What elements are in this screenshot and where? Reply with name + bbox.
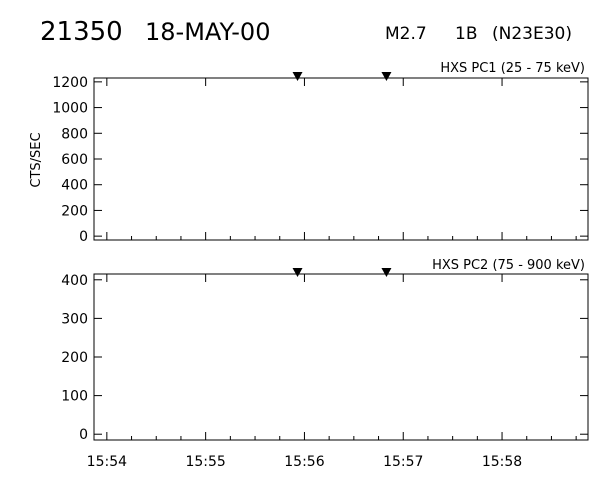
x-tick-label: 15:58 xyxy=(482,454,522,470)
y-tick-label: 0 xyxy=(79,427,88,443)
y-tick-label: 400 xyxy=(61,178,88,194)
y-axis-label: CTS/SEC xyxy=(29,132,44,187)
y-tick-label: 100 xyxy=(61,389,88,405)
y-tick-label: 0 xyxy=(79,229,88,245)
y-tick-label: 200 xyxy=(61,350,88,366)
y-tick-label: 200 xyxy=(61,203,88,219)
panel-frame xyxy=(93,273,589,441)
x-tick-label: 15:56 xyxy=(284,454,324,470)
time-marker xyxy=(292,72,303,81)
event-date: 18-MAY-00 xyxy=(145,18,270,46)
y-tick-label: 1200 xyxy=(52,75,88,91)
panel-title: HXS PC1 (25 - 75 keV) xyxy=(440,61,585,76)
y-tick-label: 400 xyxy=(61,273,88,289)
y-tick-label: 600 xyxy=(61,152,88,168)
event-id: 21350 xyxy=(40,17,123,47)
panel-frame xyxy=(93,77,589,241)
time-marker xyxy=(381,268,392,277)
time-marker xyxy=(292,268,303,277)
time-marker xyxy=(381,72,392,81)
y-tick-label: 800 xyxy=(61,126,88,142)
x-tick-label: 15:57 xyxy=(383,454,423,470)
panel-pc2: HXS PC2 (75 - 900 keV) 0 100 200 300 400 15:… xyxy=(61,258,589,470)
goes-class: M2.7 xyxy=(385,24,427,44)
flare-location: (N23E30) xyxy=(492,24,572,44)
y-tick-label: 300 xyxy=(61,311,88,327)
panel-pc1: HXS PC1 (25 - 75 keV) CTS/SEC 0 200 400 600… xyxy=(29,61,589,245)
optical-class: 1B xyxy=(455,24,477,44)
x-tick-label: 15:54 xyxy=(87,454,127,470)
y-tick-label: 1000 xyxy=(52,101,88,117)
panel-title: HXS PC2 (75 - 900 keV) xyxy=(432,258,585,273)
x-tick-label: 15:55 xyxy=(185,454,225,470)
